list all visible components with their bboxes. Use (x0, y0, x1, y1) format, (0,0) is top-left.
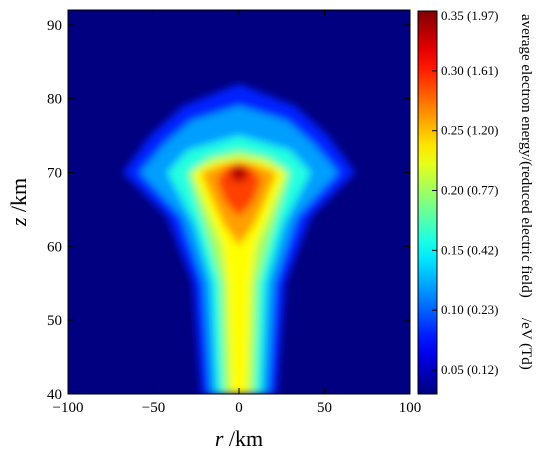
colorbar-tick-label: 0.05 (0.12) (441, 362, 498, 377)
colorbar-tick-label: 0.15 (0.42) (441, 242, 498, 257)
heatmap-level-8 (233, 167, 245, 174)
heatmap-level-6 (216, 162, 262, 217)
x-axis-label: r /km (215, 426, 263, 451)
y-axis-variable: z (6, 217, 31, 227)
y-tick-label: 40 (47, 387, 62, 403)
heatmap-level-4 (192, 157, 286, 394)
x-tick-label: 50 (317, 400, 332, 416)
colorbar-ticks: 0.05 (0.12) 0.10 (0.23) 0.15 (0.42) 0.20 (0… (432, 8, 498, 377)
x-axis-variable: r (215, 426, 224, 451)
colorbar (417, 10, 438, 395)
plot-area (68, 10, 410, 394)
y-tick-label: 80 (47, 92, 62, 108)
colorbar-tick-label: 0.35 (1.97) (441, 8, 498, 23)
x-axis-unit: /km (223, 426, 263, 451)
y-tick-label: 60 (47, 239, 62, 255)
y-tick-label: 50 (47, 313, 62, 329)
colorbar-unit: /eV (Td) (518, 318, 534, 370)
x-axis: −100 −50 0 50 100 (53, 10, 422, 416)
colorbar-tick-label: 0.30 (1.61) (441, 63, 498, 78)
y-tick-label: 70 (47, 165, 62, 181)
colorbar-tick-label: 0.20 (0.77) (441, 183, 498, 198)
y-tick-label: 90 (47, 18, 62, 34)
y-axis-unit: /km (6, 178, 31, 218)
x-tick-label: −50 (142, 400, 165, 416)
x-tick-label: 0 (235, 400, 243, 416)
heatmap-level-7 (228, 165, 250, 184)
x-tick-label: −100 (53, 400, 84, 416)
y-axis-label: z /km (6, 178, 31, 227)
x-tick-label: 100 (399, 400, 422, 416)
y-axis: 40 50 60 70 80 90 (47, 18, 410, 403)
heatmap-field (122, 83, 356, 394)
colorbar-tick-label: 0.25 (1.20) (441, 123, 498, 138)
colorbar-title: average electron energy/(reduced electri… (518, 14, 534, 298)
colorbar-tick-label: 0.10 (0.23) (441, 302, 498, 317)
